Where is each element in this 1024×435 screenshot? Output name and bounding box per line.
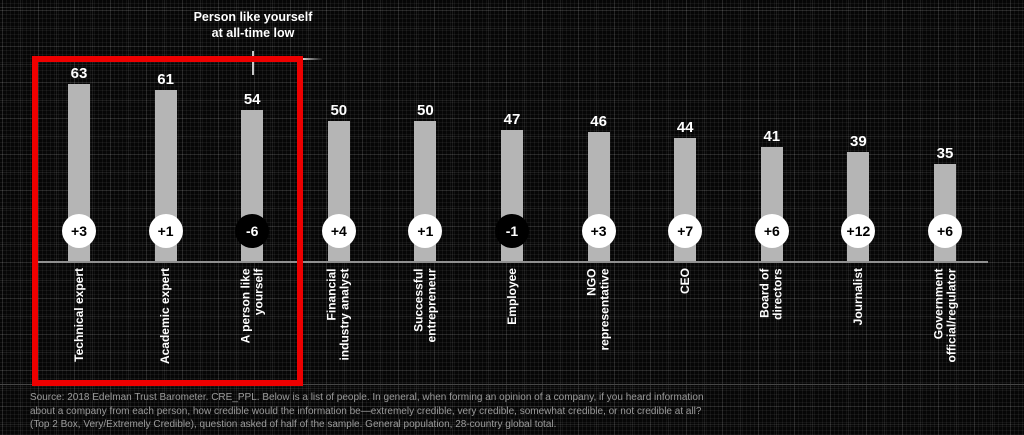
annotation-leader-line: [301, 58, 322, 60]
bar-value-label: 35: [936, 144, 954, 162]
source-footnote: Source: 2018 Edelman Trust Barometer. CR…: [30, 391, 750, 432]
category-label-line: Government: [931, 268, 945, 339]
category-label-line: Successful: [411, 268, 426, 332]
category-label: CEO: [677, 268, 692, 383]
category-label-line: directors: [770, 268, 785, 320]
category-label-line: representative: [597, 268, 612, 351]
category-label: Government official/regulator: [931, 268, 958, 383]
bar-value-label: 44: [676, 119, 694, 137]
change-badge: +1: [408, 214, 443, 248]
change-badge: +4: [321, 214, 356, 248]
category-label-line: entrepreneur: [424, 268, 439, 343]
change-badge: -1: [495, 214, 529, 248]
category-label-line: industry analyst: [337, 268, 352, 361]
bar-value-label: 50: [417, 102, 434, 119]
annotation-text: Person like yourself at all-time low: [143, 9, 363, 41]
category-label-line: official/regulator: [944, 268, 958, 363]
bar-value-label: 46: [590, 113, 607, 131]
category-label-line: CEO: [677, 268, 692, 295]
category-label: Board of directors: [758, 268, 785, 383]
category-label-line: Journalist: [850, 268, 865, 326]
category-label: NGO representative: [585, 268, 612, 383]
bar-value-label: 39: [850, 133, 867, 151]
category-label-line: Employee: [504, 268, 519, 325]
bar-value-label: 54: [243, 90, 261, 108]
bar-value-label: 61: [157, 70, 174, 88]
change-badge: -6: [235, 214, 270, 248]
x-axis-line: [38, 261, 988, 263]
change-badge: +3: [581, 214, 616, 248]
annotation-tick-line: [252, 51, 254, 75]
bar-value-label: 41: [763, 127, 781, 145]
change-badge: +7: [668, 214, 703, 248]
bottom-separator-line: [0, 384, 1024, 385]
change-badge: +1: [148, 214, 183, 248]
source-line-3: (Top 2 Box, Very/Extremely Credible), qu…: [30, 419, 557, 430]
change-badge: +6: [754, 214, 789, 248]
source-line-1: Source: 2018 Edelman Trust Barometer. CR…: [30, 392, 704, 403]
change-badge: +3: [62, 214, 96, 248]
category-label: Successful entrepreneur: [411, 268, 439, 383]
bar-value-label: 63: [70, 65, 88, 83]
change-badge: +6: [928, 214, 962, 248]
category-label: Journalist: [850, 268, 865, 383]
category-label: Financial industry analyst: [325, 268, 352, 383]
change-badge: +12: [841, 214, 876, 248]
annotation-line-1: Person like yourself: [193, 10, 313, 24]
category-label: Employee: [504, 268, 519, 383]
highlight-box: [32, 56, 303, 386]
source-line-2: about a company from each person, how cr…: [30, 405, 702, 417]
bar-value-label: 47: [503, 110, 521, 128]
bar-value-label: 50: [330, 102, 348, 119]
annotation-line-2: at all-time low: [211, 26, 295, 40]
